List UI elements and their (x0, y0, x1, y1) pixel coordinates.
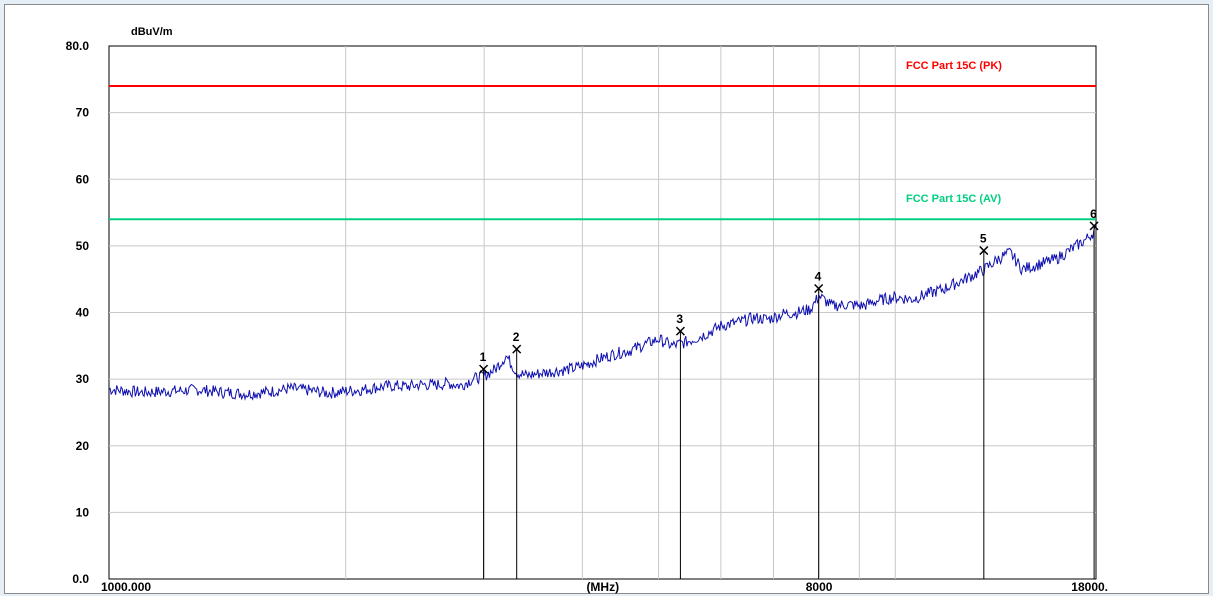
y-tick-label: 30 (76, 372, 90, 386)
y-tick-label: 70 (76, 106, 90, 120)
marker-label: 3 (676, 312, 683, 326)
marker-cross (479, 364, 489, 374)
markers: 1 2 3 4 5 6 (479, 207, 1099, 579)
marker-label: 4 (815, 270, 822, 284)
y-axis-unit: dBuV/m (131, 26, 173, 38)
marker-label: 1 (480, 350, 487, 364)
grid (109, 46, 1096, 579)
marker-label: 5 (980, 232, 987, 246)
limit-label: FCC Part 15C (PK) (906, 60, 1002, 72)
marker-cross (814, 283, 824, 294)
x-tick-label: 18000. (1071, 580, 1108, 594)
y-tick-label: 50 (76, 239, 90, 253)
y-tick-label: 80.0 (66, 39, 90, 53)
limit-lines: FCC Part 15C (PK) FCC Part 15C (AV) (109, 60, 1096, 221)
x-tick-label: (MHz) (586, 580, 619, 594)
axis-ticks: 80.0 70 60 50 40 30 20 10 0.0 1000.000 (MHz) 8000 18… (66, 39, 1108, 594)
marker-cross (1089, 221, 1099, 231)
marker-label: 6 (1090, 207, 1097, 221)
y-tick-label: 0.0 (72, 572, 89, 586)
marker-label: 2 (513, 330, 520, 344)
y-tick-label: 40 (76, 306, 90, 320)
y-tick-label: 20 (76, 439, 90, 453)
x-tick-label: 1000.000 (101, 580, 151, 594)
emission-chart: FCC Part 15C (PK) FCC Part 15C (AV) 1 2 3 4 5… (66, 26, 1108, 594)
chart-frame: FCC Part 15C (PK) FCC Part 15C (AV) 1 2 3 4 5… (4, 4, 1209, 594)
marker-cross (512, 344, 522, 354)
y-tick-label: 60 (76, 172, 90, 186)
marker-cross (675, 326, 685, 336)
y-tick-label: 10 (76, 505, 90, 519)
series-layer (108, 224, 1097, 401)
trace-line (108, 224, 1097, 401)
limit-label: FCC Part 15C (AV) (906, 193, 1001, 205)
marker-cross (979, 246, 989, 256)
x-tick-label: 8000 (806, 580, 833, 594)
